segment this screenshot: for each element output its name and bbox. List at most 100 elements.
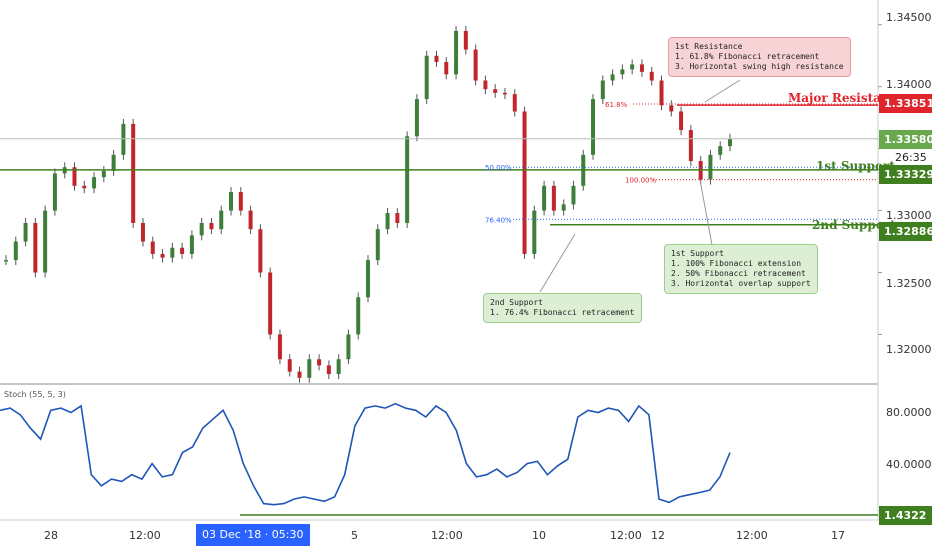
candle-body [326, 365, 331, 375]
candle-body [532, 210, 537, 254]
selected-time-badge[interactable]: 03 Dec '18 · 05:30 [196, 524, 310, 546]
x-tick-label: 12:00 [129, 529, 161, 542]
candle-body [405, 136, 410, 223]
candle-body [649, 71, 654, 81]
candle-body [502, 92, 507, 95]
second-support-price-tag: 1.32886 [879, 222, 932, 241]
candle-body [317, 359, 322, 366]
candle-body [561, 204, 566, 211]
candle-body [72, 167, 77, 186]
candle-body [444, 61, 449, 75]
stoch-line [0, 402, 731, 506]
candle-body [209, 222, 214, 230]
bar-countdown: 26:35 [895, 151, 927, 164]
candle-body [121, 123, 126, 155]
candle-body [708, 154, 713, 180]
support2-annotation: 2nd Support 1. 76.4% Fibonacci retraceme… [483, 293, 642, 323]
candle-body [679, 111, 684, 131]
candle-body [356, 297, 361, 335]
candle-body [229, 192, 234, 211]
resistance-annotation: 1st Resistance 1. 61.8% Fibonacci retrac… [668, 37, 851, 77]
candle-body [33, 222, 38, 273]
candle-body [659, 80, 664, 106]
first-support-label: 1st Support [816, 159, 895, 173]
candle-body [92, 177, 97, 189]
candle-body [346, 334, 351, 360]
x-tick-label: 10 [532, 529, 546, 542]
candle-body [189, 235, 194, 254]
major-resistance-label: Major Resistance [788, 91, 905, 105]
stoch-support-price-tag: 1.4322 [879, 506, 932, 525]
y-tick-label: 1.32500 [886, 277, 932, 290]
candle-body [512, 94, 517, 112]
candle-body [718, 146, 723, 155]
x-tick-label: 5 [351, 529, 358, 542]
y-tick-label: 1.32000 [886, 343, 932, 356]
candle-body [688, 130, 693, 162]
candle-body [13, 241, 18, 261]
candle-body [630, 64, 635, 70]
resistance-pointer [704, 79, 741, 103]
stoch-indicator-title: Stoch (55, 5, 3) [4, 390, 66, 399]
candle-body [542, 185, 547, 211]
candle-body [131, 123, 136, 223]
support2-pointer [539, 233, 576, 293]
candle-body [600, 80, 605, 100]
fib-level-label: 76.40% [485, 216, 512, 224]
x-tick-label: 28 [44, 529, 58, 542]
candle-body [287, 359, 292, 372]
candle-body [551, 185, 556, 211]
candle-body [385, 213, 390, 230]
stoch-y-tick-label: 80.0000 [886, 406, 932, 419]
candle-body [463, 30, 468, 50]
candle-body [238, 192, 243, 211]
candle-body [219, 210, 224, 230]
candle-body [43, 210, 48, 273]
candle-body [395, 213, 400, 223]
candle-body [4, 260, 8, 262]
candle-body [150, 241, 155, 254]
x-tick-label: 12:00 [610, 529, 642, 542]
y-tick-label: 1.34000 [886, 78, 932, 91]
candle-body [483, 80, 488, 90]
candle-body [336, 359, 341, 375]
candle-body [248, 210, 253, 230]
candle-body [639, 64, 644, 72]
x-tick-label: 12:00 [736, 529, 768, 542]
y-tick-label: 1.33000 [886, 209, 932, 222]
first-support-price-tag: 1.33329 [879, 165, 932, 184]
candle-body [669, 105, 674, 112]
candle-body [277, 334, 282, 360]
candle-body [199, 222, 204, 236]
candle-body [140, 222, 145, 242]
candle-body [620, 69, 625, 75]
fib-level-label: 100.00% [625, 177, 656, 185]
y-tick-label: 1.34500 [886, 11, 932, 24]
candle-body [180, 247, 185, 254]
candle-body [101, 170, 106, 178]
candle-body [493, 89, 498, 93]
support1-pointer [699, 179, 713, 246]
support1-annotation: 1st Support 1. 100% Fibonacci extension … [664, 244, 818, 294]
candle-body [571, 185, 576, 205]
stoch-y-tick-label: 40.0000 [886, 458, 932, 471]
x-tick-label: 12:00 [431, 529, 463, 542]
candle-body [522, 111, 527, 254]
candle-body [268, 272, 273, 335]
candle-body [454, 30, 459, 75]
candle-body [258, 229, 263, 273]
candle-body [728, 138, 732, 147]
x-tick-label: 12 [651, 529, 665, 542]
candle-body [297, 371, 302, 378]
candle-body [473, 49, 478, 81]
fib-level-label: 61.8% [605, 101, 628, 109]
candle-body [82, 185, 87, 189]
major-resistance-price-tag: 1.33851 [879, 94, 932, 113]
candle-body [424, 55, 429, 100]
x-tick-label: 17 [831, 529, 845, 542]
candle-body [366, 260, 370, 298]
candle-body [414, 99, 419, 137]
second-support-label: 2nd Support [812, 218, 896, 232]
candle-body [52, 173, 57, 211]
